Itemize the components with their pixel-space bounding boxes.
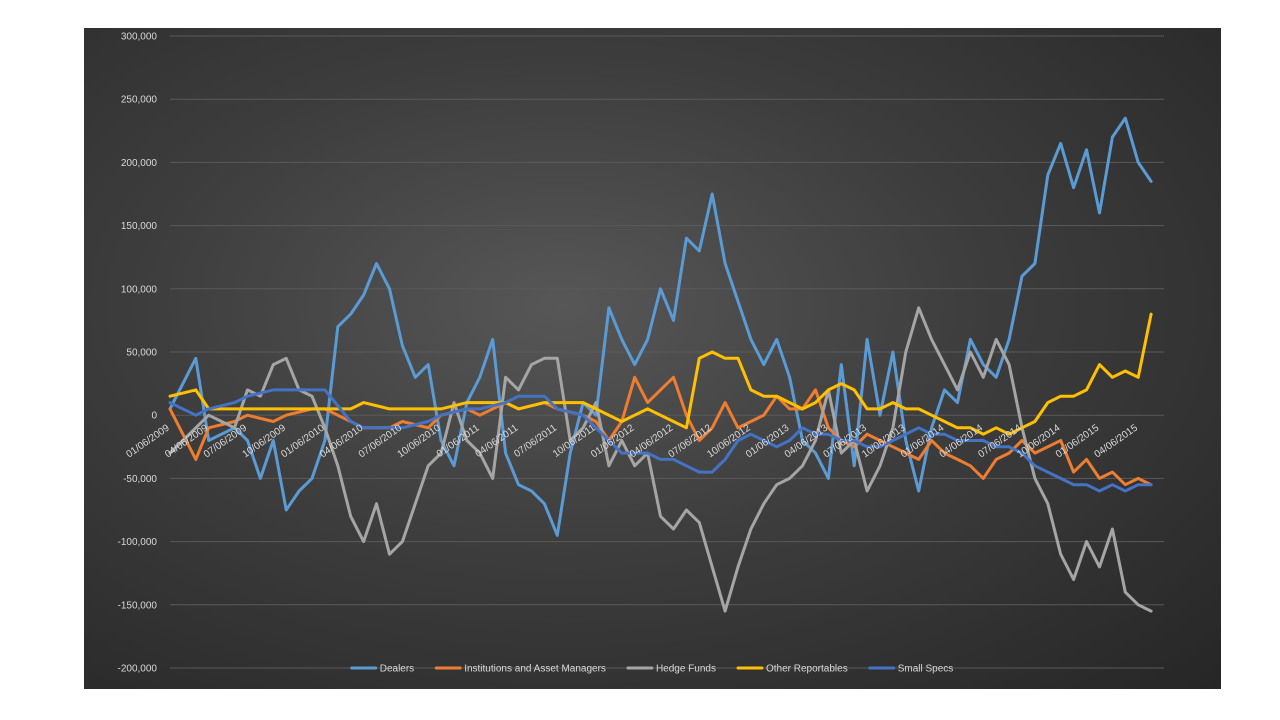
legend-item: Dealers	[350, 664, 414, 675]
y-tick-label: -50,000	[123, 474, 157, 485]
legend-item: Hedge Funds	[626, 664, 716, 675]
y-tick-label: 300,000	[121, 32, 158, 43]
series-line-small-specs	[168, 388, 1153, 493]
series-line-dealers	[168, 116, 1153, 537]
y-tick-label: -200,000	[118, 664, 158, 675]
legend-item: Small Specs	[868, 664, 954, 675]
x-tick-label: 04/06/2015	[1093, 422, 1141, 460]
y-tick-label: 250,000	[121, 95, 158, 106]
y-tick-label: 200,000	[121, 158, 158, 169]
y-tick-label: -100,000	[118, 537, 158, 548]
legend-label: Other Reportables	[766, 664, 848, 675]
legend: Dealers Institutions and Asset Managers He…	[350, 664, 954, 675]
legend-label: Hedge Funds	[656, 664, 716, 675]
legend-item: Institutions and Asset Managers	[434, 664, 606, 675]
line-chart: 300,000 250,000 200,000 150,000 100,000 50,00…	[118, 32, 1164, 675]
y-tick-label: 150,000	[121, 221, 158, 232]
legend-label: Institutions and Asset Managers	[464, 664, 606, 675]
y-tick-label: 0	[151, 411, 157, 422]
series-lines	[168, 116, 1153, 613]
y-tick-label: -150,000	[118, 600, 158, 611]
y-axis-tick-labels: 300,000 250,000 200,000 150,000 100,000 50,00…	[118, 32, 158, 675]
y-tick-label: 100,000	[121, 284, 158, 295]
series-line-hedge-funds	[168, 306, 1153, 613]
chart-panel: 300,000 250,000 200,000 150,000 100,000 50,00…	[84, 28, 1221, 689]
legend-item: Other Reportables	[736, 664, 848, 675]
gridlines	[170, 35, 1164, 669]
series-line-other-reportables	[168, 312, 1153, 436]
y-tick-label: 50,000	[126, 348, 157, 359]
legend-label: Dealers	[380, 664, 414, 675]
legend-label: Small Specs	[898, 664, 954, 675]
